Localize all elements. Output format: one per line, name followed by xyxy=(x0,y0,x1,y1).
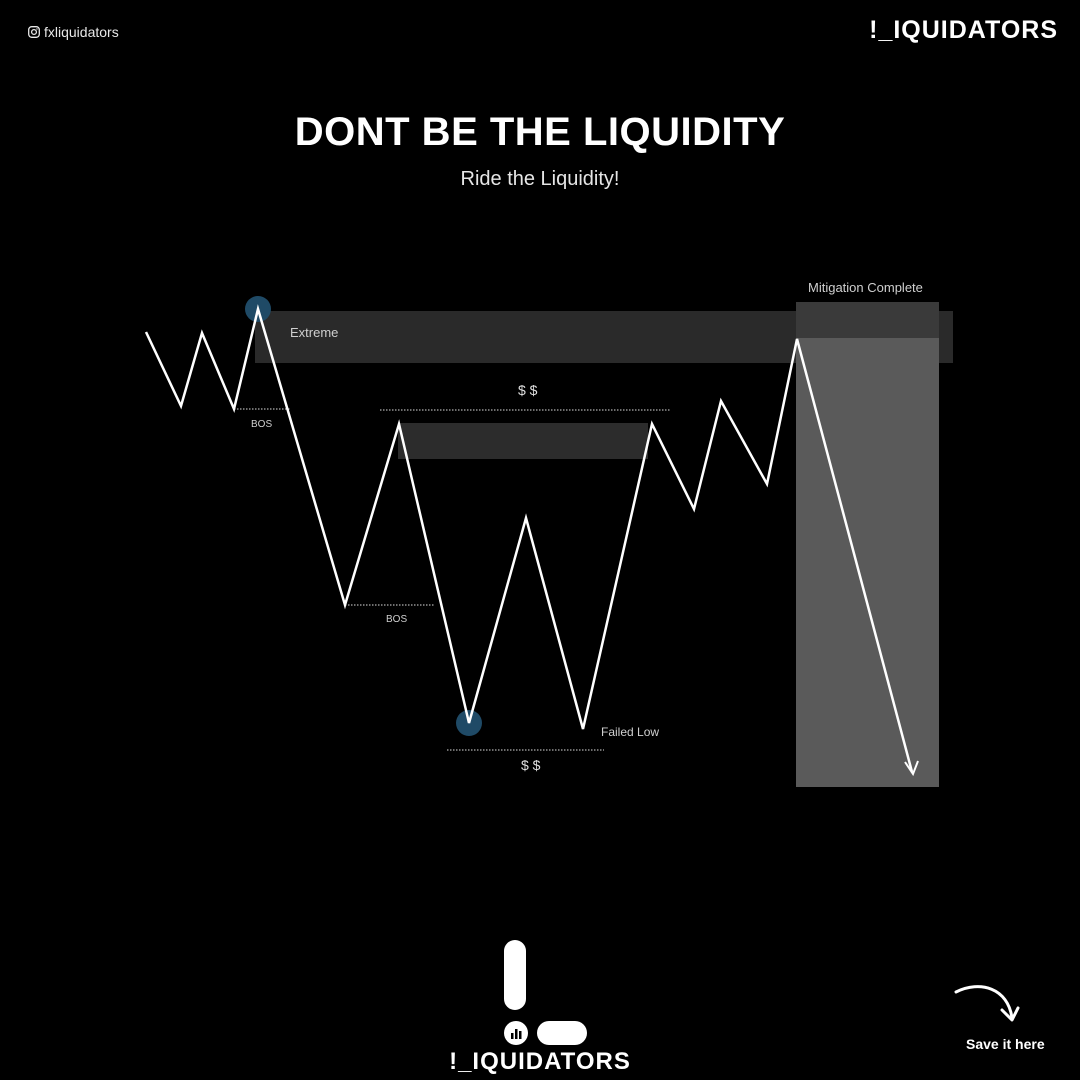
brand-logo-text: !_IQUIDATORS xyxy=(449,1048,631,1075)
save-label: Save it here xyxy=(966,1036,1045,1052)
arrow-head-icon xyxy=(904,760,919,777)
mitigation-zone-top xyxy=(796,302,939,338)
brand-logo-top: !_IQUIDATORS xyxy=(869,16,1058,44)
brand-logo-bottom: !_IQUIDATORS xyxy=(440,935,640,1075)
instagram-icon xyxy=(28,26,40,38)
logo-chart-icon xyxy=(504,1021,528,1045)
failed-low-label: Failed Low xyxy=(601,725,659,739)
bos-label-2: BOS xyxy=(386,614,407,625)
logo-pill xyxy=(537,1021,587,1045)
curved-arrow-icon xyxy=(954,985,1020,1022)
save-it-here[interactable]: Save it here xyxy=(950,980,1070,1060)
page-subtitle: Ride the Liquidity! xyxy=(460,168,620,190)
logo-bar xyxy=(504,940,526,1010)
page-title: DONT BE THE LIQUIDITY xyxy=(294,110,786,154)
mitigation-zone xyxy=(796,302,939,787)
liquidity-label-bottom: $ $ xyxy=(521,757,541,773)
supply-zone xyxy=(398,423,648,459)
extreme-label: Extreme xyxy=(290,325,338,340)
mitigation-label: Mitigation Complete xyxy=(808,280,923,295)
price-path xyxy=(144,304,914,773)
liquidity-label-top: $ $ xyxy=(518,382,538,398)
instagram-handle[interactable]: fxliquidators xyxy=(28,24,119,40)
bos-label-1: BOS xyxy=(251,419,272,430)
handle-text: fxliquidators xyxy=(44,24,119,40)
